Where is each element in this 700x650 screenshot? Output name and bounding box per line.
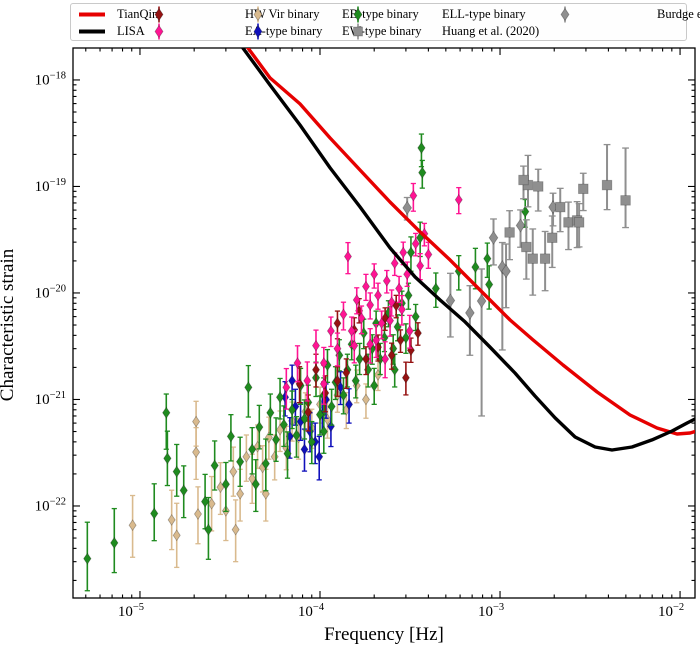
diamond-marker-icon (147, 6, 171, 23)
y-axis-title: Characteristic strain (0, 248, 18, 402)
legend-label: LISA (117, 24, 145, 38)
svg-text:10−18: 10−18 (35, 70, 66, 88)
svg-text:10−19: 10−19 (35, 177, 66, 195)
legend-label: HW Vir binary (245, 7, 320, 21)
series-burdge-et-al-2020- (402, 192, 558, 417)
svg-text:10−22: 10−22 (35, 496, 66, 514)
legend-label: EA-type binary (245, 24, 323, 38)
legend: TianQin LISA HW Vir binary EA-type binar… (70, 3, 700, 41)
legend-label: Huang et al. (2020) (442, 24, 540, 38)
svg-text:10−20: 10−20 (35, 283, 66, 301)
axis-ticks (73, 48, 695, 598)
svg-text:10−2: 10−2 (658, 602, 684, 620)
curve-tianqin (246, 48, 695, 436)
legend-label: TianQin (117, 7, 159, 21)
svg-text:10−21: 10−21 (35, 390, 66, 408)
lisa-line-sample (77, 23, 107, 40)
diamond-marker-icon (346, 6, 370, 23)
svg-text:10−5: 10−5 (118, 602, 144, 620)
x-axis-title: Frequency [Hz] (324, 624, 444, 645)
tick-labels: 10−5 10−4 10−3 10−2 10−18 10−19 10−20 10−21 10−2… (35, 70, 685, 620)
series-layer (83, 133, 631, 592)
svg-text:10−3: 10−3 (478, 602, 504, 620)
legend-label: ELL-type binary (442, 7, 526, 21)
legend-label: Burdge et al. (2020) (657, 7, 700, 21)
diamond-marker-icon (246, 6, 270, 23)
diamond-marker-icon (147, 23, 171, 40)
plot-frame (72, 47, 696, 599)
curve-lisa (241, 48, 695, 452)
diamond-marker-icon (246, 23, 270, 40)
diamond-marker-icon (553, 6, 577, 23)
square-marker-icon (346, 23, 370, 40)
svg-text:10−4: 10−4 (298, 602, 325, 620)
tianqin-line-sample (77, 6, 107, 23)
legend-label: EB-type binary (342, 7, 419, 21)
series-huang-et-al-2020- (504, 143, 631, 296)
